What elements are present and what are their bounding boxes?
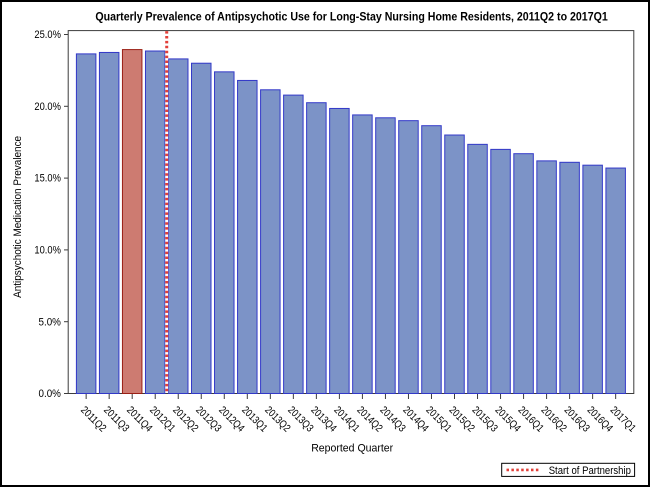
svg-text:25.0%: 25.0% [34,29,61,41]
svg-text:Reported Quarter: Reported Quarter [311,442,393,454]
svg-text:5.0%: 5.0% [39,316,62,328]
svg-text:Antipsychotic Medication Preva: Antipsychotic Medication Prevalence [12,136,24,298]
svg-text:20.0%: 20.0% [34,101,61,113]
svg-text:Quarterly Prevalence of Antips: Quarterly Prevalence of Antipsychotic Us… [95,10,608,24]
svg-text:0.0%: 0.0% [39,388,62,400]
svg-text:Start of Partnership: Start of Partnership [549,465,631,477]
svg-text:15.0%: 15.0% [34,173,61,185]
svg-text:10.0%: 10.0% [34,245,61,257]
